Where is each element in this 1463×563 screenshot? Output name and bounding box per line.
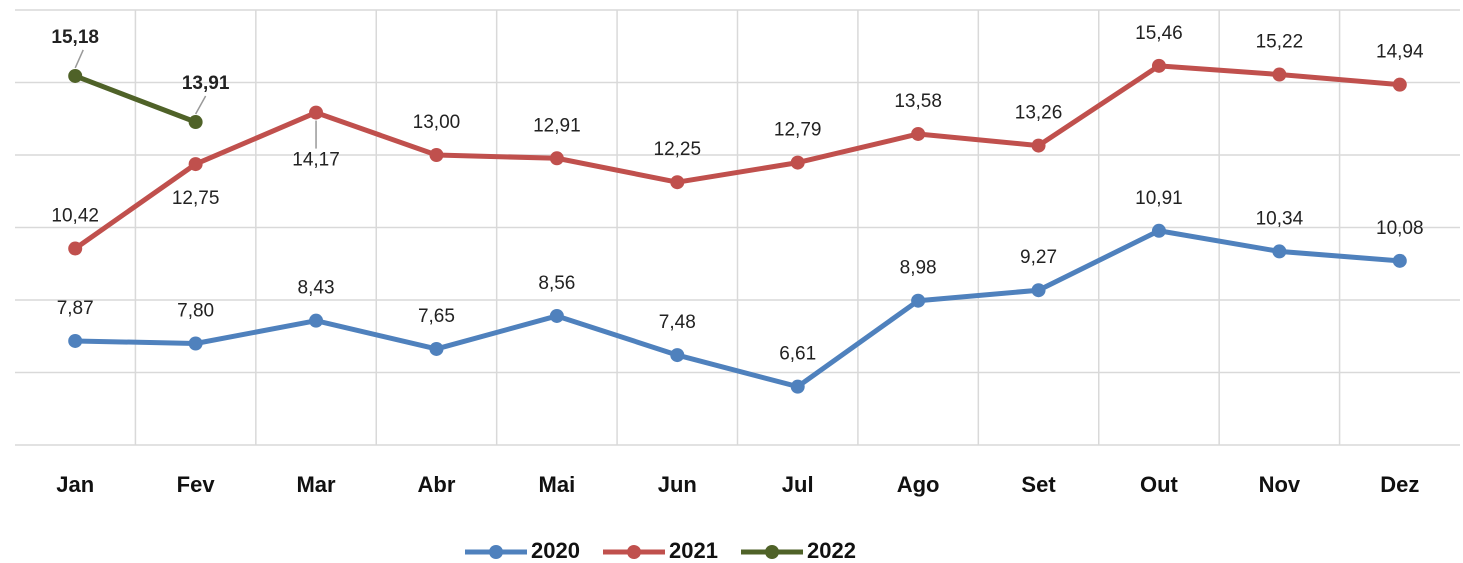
leader-line: [74, 49, 84, 69]
x-tick-label: Fev: [177, 472, 216, 497]
legend-marker: [489, 545, 503, 559]
data-point: [911, 293, 926, 308]
data-point: [68, 333, 83, 348]
data-point: [670, 348, 685, 363]
x-tick-label: Jul: [782, 472, 814, 497]
data-label: 12,25: [654, 139, 702, 160]
data-label: 10,42: [51, 206, 99, 227]
data-point: [429, 148, 444, 162]
data-point: [790, 155, 805, 170]
data-label: 14,17: [292, 150, 340, 171]
legend-label: 2021: [669, 538, 718, 563]
data-label: 13,91: [182, 73, 230, 94]
data-label: 6,61: [779, 344, 816, 365]
data-point: [188, 115, 203, 130]
data-label: 15,18: [51, 27, 99, 48]
data-label: 10,34: [1256, 208, 1304, 229]
data-point: [1272, 67, 1287, 82]
series-line: [75, 228, 1400, 390]
legend-marker: [627, 545, 641, 559]
x-tick-label: Jun: [658, 472, 697, 497]
legend-marker: [765, 545, 779, 559]
data-label: 10,91: [1135, 188, 1183, 209]
data-label: 9,27: [1020, 247, 1057, 268]
leader-line: [194, 95, 207, 115]
data-point: [549, 151, 564, 166]
x-tick-label: Jan: [56, 472, 94, 497]
data-label: 8,56: [538, 273, 575, 294]
data-label: 13,58: [894, 91, 942, 112]
data-label: 15,46: [1135, 23, 1183, 44]
data-point: [68, 241, 83, 256]
series-line: [74, 73, 197, 125]
data-label: 8,98: [900, 258, 937, 279]
series-line: [73, 63, 1400, 251]
data-label: 10,08: [1376, 218, 1424, 239]
x-tick-label: Set: [1021, 472, 1056, 497]
legend-label: 2020: [531, 538, 580, 563]
data-point: [188, 157, 203, 172]
data-point: [1392, 253, 1407, 268]
x-tick-label: Mai: [539, 472, 576, 497]
data-point: [188, 336, 203, 351]
data-point: [549, 308, 564, 323]
legend-label: 2022: [807, 538, 856, 563]
data-point: [1151, 58, 1166, 73]
data-label: 15,22: [1256, 32, 1304, 53]
data-point: [309, 105, 324, 120]
data-label: 8,43: [298, 278, 335, 299]
data-label: 13,00: [413, 112, 461, 133]
data-label: 7,87: [57, 298, 94, 319]
data-point: [790, 379, 805, 394]
data-point: [429, 341, 444, 356]
data-point: [1272, 244, 1287, 259]
data-label: 14,94: [1376, 42, 1424, 63]
x-tick-label: Nov: [1259, 472, 1301, 497]
data-label: 7,48: [659, 312, 696, 333]
x-tick-label: Dez: [1380, 472, 1419, 497]
data-point: [1151, 223, 1166, 238]
data-label: 12,75: [172, 188, 220, 209]
data-label: 12,91: [533, 115, 581, 136]
x-tick-label: Mar: [296, 472, 336, 497]
data-point: [911, 126, 926, 141]
data-label: 7,65: [418, 306, 455, 327]
x-tick-label: Ago: [897, 472, 940, 497]
data-label: 13,26: [1015, 103, 1063, 124]
data-label: 12,79: [774, 120, 822, 141]
data-label: 7,80: [177, 301, 214, 322]
data-point: [670, 175, 685, 190]
data-point: [1031, 138, 1046, 153]
x-tick-label: Abr: [418, 472, 456, 497]
data-point: [1031, 283, 1046, 298]
x-tick-label: Out: [1140, 472, 1179, 497]
data-point: [309, 313, 324, 328]
data-point: [1392, 77, 1407, 92]
data-point: [68, 68, 83, 83]
